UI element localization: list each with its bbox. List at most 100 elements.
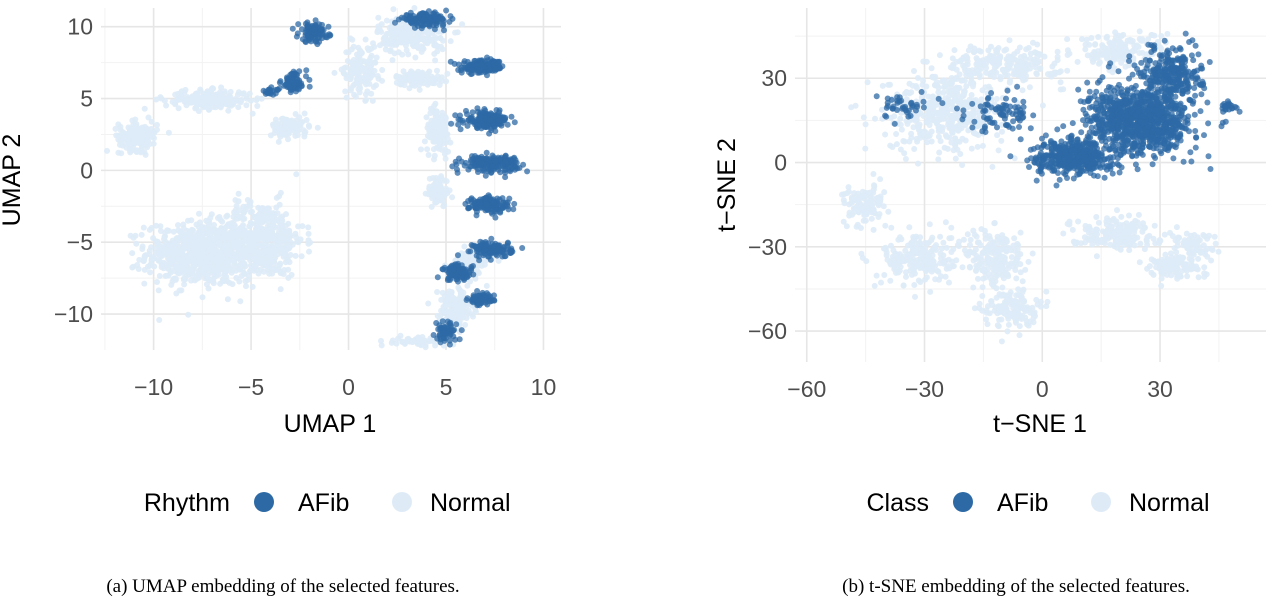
point-normal	[397, 81, 404, 88]
point-normal	[250, 256, 257, 263]
point-normal	[296, 114, 303, 121]
point-afib	[484, 72, 490, 79]
point-afib	[478, 153, 485, 160]
point-afib	[443, 7, 450, 14]
point-normal	[1005, 53, 1012, 60]
point-normal	[425, 300, 432, 307]
point-normal	[181, 281, 188, 288]
point-normal	[893, 131, 900, 137]
legend: Rhythm AFib Normal	[144, 489, 511, 517]
point-normal	[258, 254, 265, 261]
point-normal	[1017, 229, 1024, 236]
point-normal	[448, 293, 455, 300]
point-afib	[433, 320, 440, 326]
point-normal	[343, 75, 350, 82]
point-normal	[952, 155, 959, 162]
point-normal	[932, 276, 939, 283]
point-normal	[181, 89, 188, 96]
point-normal	[913, 135, 920, 142]
point-afib	[462, 200, 469, 207]
point-normal	[434, 67, 440, 74]
point-afib	[464, 274, 471, 281]
point-afib	[483, 161, 490, 168]
point-normal	[354, 77, 361, 84]
point-normal	[217, 280, 224, 287]
point-normal	[143, 126, 150, 133]
point-afib	[452, 112, 459, 119]
point-afib	[312, 35, 319, 42]
point-afib	[499, 248, 505, 255]
point-afib	[305, 29, 312, 36]
point-normal	[189, 93, 196, 100]
point-normal	[352, 93, 359, 100]
point-afib	[455, 278, 461, 285]
point-normal	[900, 138, 907, 144]
point-normal	[205, 239, 212, 246]
point-normal	[156, 317, 163, 323]
point-normal	[292, 230, 299, 237]
point-normal	[957, 95, 964, 102]
point-afib	[456, 336, 463, 343]
point-normal	[331, 69, 338, 76]
point-normal	[199, 294, 206, 301]
point-normal	[432, 36, 439, 43]
point-normal	[885, 81, 892, 88]
point-normal	[431, 138, 438, 145]
point-normal	[935, 156, 942, 163]
point-normal	[294, 132, 301, 139]
point-normal	[412, 43, 419, 50]
point-normal	[363, 96, 370, 103]
point-normal	[994, 132, 1001, 139]
point-afib	[458, 327, 465, 334]
point-afib	[289, 77, 296, 83]
point-normal	[140, 224, 147, 231]
point-normal	[927, 103, 934, 110]
point-normal	[462, 321, 469, 328]
point-normal	[440, 194, 447, 201]
y-tick-label: −10	[54, 301, 93, 327]
point-normal	[917, 234, 924, 241]
point-afib	[457, 126, 464, 133]
point-normal	[112, 125, 119, 132]
point-normal	[241, 215, 248, 222]
point-afib	[511, 119, 518, 126]
point-afib	[508, 113, 515, 120]
point-normal	[190, 231, 197, 238]
point-afib	[460, 119, 467, 126]
point-afib	[483, 201, 490, 208]
point-afib	[451, 266, 458, 273]
point-afib	[519, 245, 526, 251]
point-normal	[175, 222, 181, 229]
point-normal	[968, 145, 975, 152]
point-normal	[888, 242, 894, 249]
point-normal	[438, 43, 444, 50]
point-normal	[953, 66, 960, 73]
point-normal	[162, 238, 169, 245]
point-normal	[409, 338, 416, 345]
point-normal	[950, 147, 957, 154]
point-afib	[287, 71, 294, 78]
point-normal	[1026, 84, 1033, 91]
point-normal	[178, 94, 185, 101]
point-afib	[327, 32, 334, 39]
point-afib	[450, 333, 457, 340]
point-normal	[285, 220, 292, 227]
point-afib	[483, 155, 490, 162]
point-afib	[496, 117, 503, 124]
point-normal	[195, 229, 202, 236]
legend-swatch-normal	[392, 492, 412, 512]
point-afib	[477, 66, 483, 73]
point-normal	[250, 214, 257, 221]
point-normal	[228, 269, 235, 276]
point-afib	[306, 83, 313, 90]
point-normal	[968, 92, 975, 98]
point-afib	[469, 109, 476, 116]
point-normal	[927, 288, 934, 295]
point-normal	[993, 57, 1000, 64]
point-normal	[467, 278, 474, 285]
point-normal	[171, 240, 178, 247]
point-normal	[378, 21, 385, 28]
point-normal	[368, 45, 375, 52]
y-tick-label: 10	[67, 14, 93, 40]
point-afib	[492, 128, 499, 135]
